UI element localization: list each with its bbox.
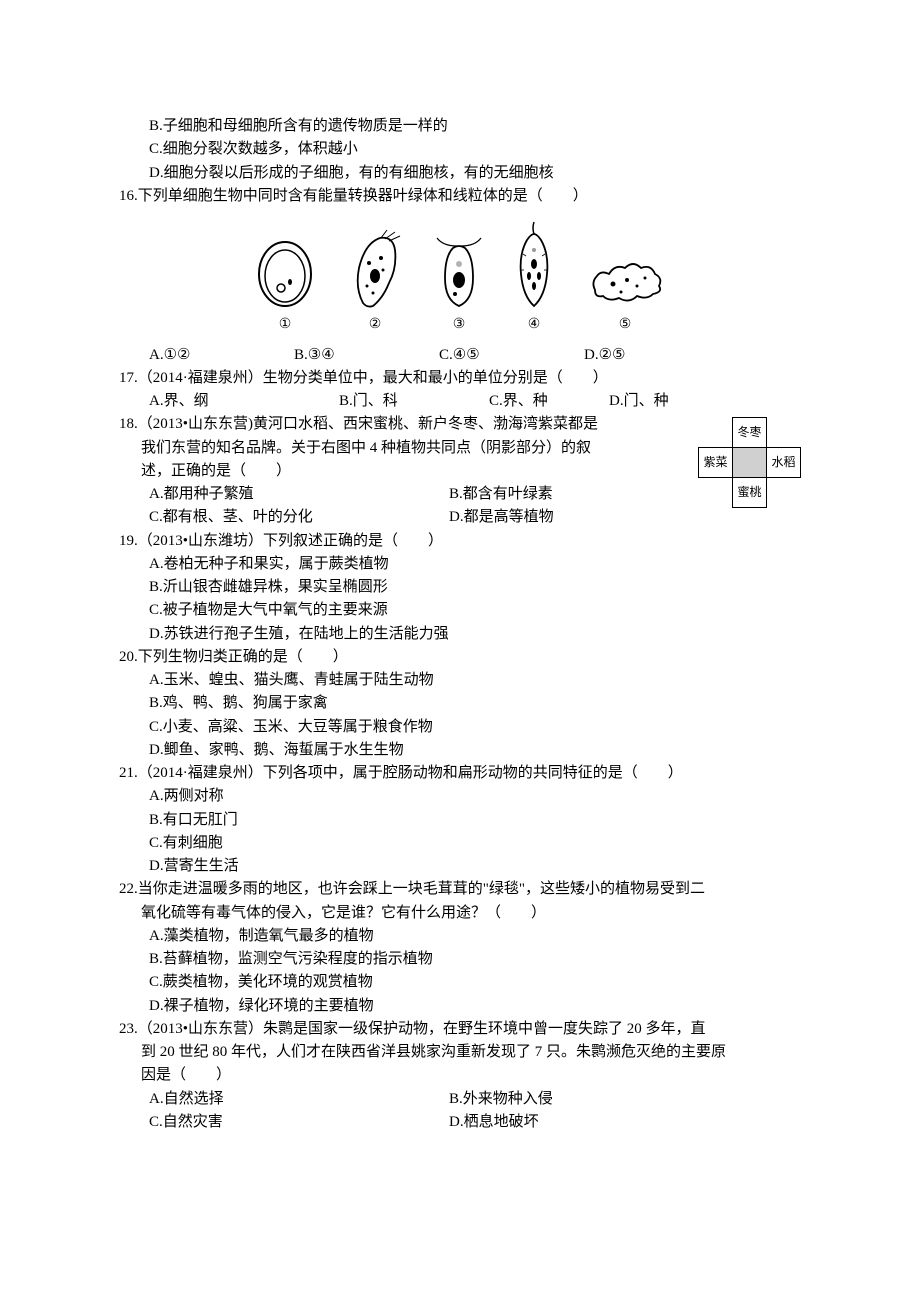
q22-opt-b: B.苔藓植物，监测空气污染程度的指示植物 — [119, 948, 801, 971]
organism-5-icon — [585, 250, 665, 310]
q19-opt-c: C.被子植物是大气中氧气的主要来源 — [119, 599, 801, 622]
q18-stem-1: 18.（2013•山东东营)黄河口水稻、西宋蜜桃、新户冬枣、渤海湾紫菜都是 — [119, 413, 690, 436]
q22-opt-d: D.裸子植物，绿化环境的主要植物 — [119, 995, 801, 1018]
organisms-figure: ① ② ③ — [119, 220, 801, 336]
organism-5-label: ⑤ — [619, 314, 632, 336]
q18-stem-2: 我们东营的知名品牌。关于右图中 4 种植物共同点（阴影部分）的叙 — [119, 437, 690, 460]
q15-opt-c: C.细胞分裂次数越多，体积越小 — [119, 138, 801, 161]
q18-opt-c: C.都有根、茎、叶的分化 — [149, 506, 449, 529]
q22-stem-2: 氧化硫等有毒气体的侵入，它是谁？它有什么用途？（ ） — [119, 902, 801, 925]
q17-opt-c: C.界、种 — [489, 390, 609, 413]
q18-stem-3: 述，正确的是（ ） — [119, 460, 690, 483]
q23-opt-b: B.外来物种入侵 — [449, 1088, 801, 1111]
q17-opt-a: A.界、纲 — [149, 390, 339, 413]
organism-4: ④ — [513, 220, 555, 336]
q18-row-2: C.都有根、茎、叶的分化 D.都是高等植物 — [119, 506, 690, 529]
q17-stem: 17.（2014·福建泉州）生物分类单位中，最大和最小的单位分别是（ ） — [119, 367, 801, 390]
q23-stem-3: 因是（ ） — [119, 1064, 801, 1087]
q23-row-1: A.自然选择 B.外来物种入侵 — [119, 1088, 801, 1111]
q21-opt-c: C.有刺细胞 — [119, 832, 801, 855]
q20-opt-a: A.玉米、蝗虫、猫头鹰、青蛙属于陆生动物 — [119, 669, 801, 692]
q18-row-1: A.都用种子繁殖 B.都含有叶绿素 — [119, 483, 690, 506]
q17-opt-d: D.门、种 — [609, 390, 801, 413]
q22-opt-c: C.蕨类植物，美化环境的观赏植物 — [119, 971, 801, 994]
q20-stem: 20.下列生物归类正确的是（ ） — [119, 646, 801, 669]
q16-opt-b: B.③④ — [294, 344, 439, 367]
q23-stem-2: 到 20 世纪 80 年代，人们才在陕西省洋县姚家沟重新发现了 7 只。朱鹮濒危… — [119, 1041, 801, 1064]
q21-opt-a: A.两侧对称 — [119, 785, 801, 808]
q20-opt-c: C.小麦、高粱、玉米、大豆等属于粮食作物 — [119, 716, 801, 739]
organism-1: ① — [255, 238, 315, 336]
q17-options: A.界、纲 B.门、科 C.界、种 D.门、种 — [119, 390, 801, 413]
q16-options: A.①② B.③④ C.④⑤ D.②⑤ — [119, 344, 801, 367]
q20-opt-d: D.鲫鱼、家鸭、鹅、海蜇属于水生生物 — [119, 739, 801, 762]
q23-stem-1: 23.（2013•山东东营）朱鹮是国家一级保护动物，在野生环境中曾一度失踪了 2… — [119, 1018, 801, 1041]
organism-3-label: ③ — [453, 314, 466, 336]
organism-2: ② — [345, 228, 405, 336]
q21-opt-b: B.有口无肛门 — [119, 809, 801, 832]
venn-box-diagram: 冬枣 紫菜 水稻 蜜桃 — [698, 417, 801, 508]
box-right: 水稻 — [767, 448, 801, 478]
q22-stem-1: 22.当你走进温暖多雨的地区，也许会踩上一块毛茸茸的"绿毯"，这些矮小的植物易受… — [119, 878, 801, 901]
q17-opt-b: B.门、科 — [339, 390, 489, 413]
q19-opt-b: B.沂山银杏雌雄异株，果实呈椭圆形 — [119, 576, 801, 599]
q18-opt-b: B.都含有叶绿素 — [449, 483, 690, 506]
q16-opt-a: A.①② — [149, 344, 294, 367]
q19-opt-d: D.苏铁进行孢子生殖，在陆地上的生活能力强 — [119, 623, 801, 646]
box-top: 冬枣 — [733, 418, 767, 448]
q16-opt-d: D.②⑤ — [584, 344, 729, 367]
q15-opt-b: B.子细胞和母细胞所含有的遗传物质是一样的 — [119, 115, 801, 138]
q15-opt-d: D.细胞分裂以后形成的子细胞，有的有细胞核，有的无细胞核 — [119, 162, 801, 185]
q19-stem: 19.（2013•山东潍坊）下列叙述正确的是（ ） — [119, 530, 801, 553]
q23-opt-a: A.自然选择 — [149, 1088, 449, 1111]
organism-5: ⑤ — [585, 250, 665, 336]
q21-opt-d: D.营寄生生活 — [119, 855, 801, 878]
q16-stem: 16.下列单细胞生物中同时含有能量转换器叶绿体和线粒体的是（ ） — [119, 185, 801, 208]
organism-1-label: ① — [279, 314, 292, 336]
q22-opt-a: A.藻类植物，制造氧气最多的植物 — [119, 925, 801, 948]
q20-opt-b: B.鸡、鸭、鹅、狗属于家禽 — [119, 692, 801, 715]
q18-opt-a: A.都用种子繁殖 — [149, 483, 449, 506]
q23-opt-c: C.自然灾害 — [149, 1111, 449, 1134]
organism-4-icon — [513, 220, 555, 310]
box-left: 紫菜 — [699, 448, 733, 478]
q23-row-2: C.自然灾害 D.栖息地破坏 — [119, 1111, 801, 1134]
organism-1-icon — [255, 238, 315, 310]
organism-4-label: ④ — [528, 314, 541, 336]
q19-opt-a: A.卷柏无种子和果实，属于蕨类植物 — [119, 553, 801, 576]
q16-opt-c: C.④⑤ — [439, 344, 584, 367]
organism-2-label: ② — [369, 314, 382, 336]
q18-opt-d: D.都是高等植物 — [449, 506, 690, 529]
box-center — [733, 448, 767, 478]
q23-opt-d: D.栖息地破坏 — [449, 1111, 801, 1134]
q21-stem: 21.（2014·福建泉州）下列各项中，属于腔肠动物和扁形动物的共同特征的是（ … — [119, 762, 801, 785]
organism-3-icon — [435, 228, 483, 310]
organism-2-icon — [345, 228, 405, 310]
organism-3: ③ — [435, 228, 483, 336]
box-bottom: 蜜桃 — [733, 478, 767, 508]
